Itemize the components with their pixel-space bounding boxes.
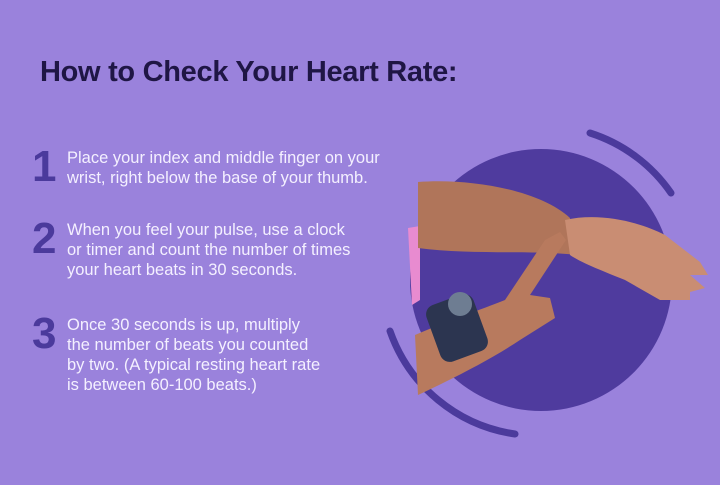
step-text: Once 30 seconds is up, multiply the numb…: [67, 315, 427, 395]
step-line: or timer and count the number of times: [67, 241, 351, 259]
decorative-arc-top: [586, 129, 675, 197]
decorative-arc-bottom: [386, 327, 519, 438]
photo-arms: [415, 181, 708, 395]
step-line: wrist, right below the base of your thum…: [67, 169, 368, 187]
step-number: 2: [32, 214, 57, 263]
step-number: 1: [32, 142, 57, 191]
step-number: 3: [32, 309, 57, 358]
step-line: When you feel your pulse, use a clock: [67, 221, 345, 239]
sleeve: [408, 226, 420, 305]
step-text: When you feel your pulse, use a clock or…: [67, 220, 427, 280]
step-line: by two. (A typical resting heart rate: [67, 356, 321, 374]
step-text: Place your index and middle finger on yo…: [67, 148, 427, 188]
step-line: Once 30 seconds is up, multiply: [67, 316, 300, 334]
step-line: your heart beats in 30 seconds.: [67, 261, 298, 279]
step-line: the number of beats you counted: [67, 336, 309, 354]
step-line: Place your index and middle finger on yo…: [67, 149, 380, 167]
step-line: is between 60-100 beats.): [67, 376, 257, 394]
page-title: How to Check Your Heart Rate:: [40, 56, 458, 88]
